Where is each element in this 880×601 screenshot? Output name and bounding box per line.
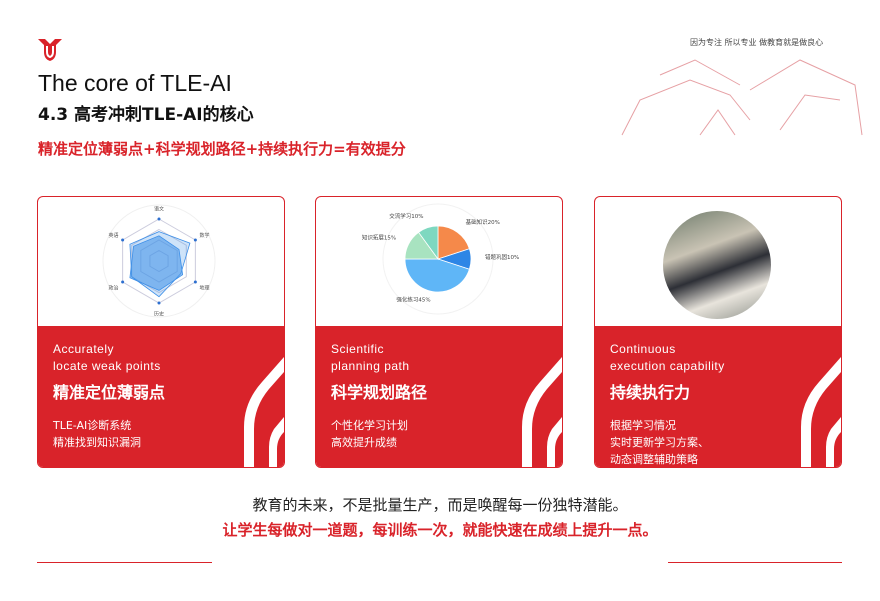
title-chinese: 4.3 高考冲刺TLE-AI的核心 [38,105,254,125]
footer-statement: 教育的未来，不是批量生产，而是唤醒每一份独特潜能。 [252,496,628,514]
pie-slice [404,258,470,293]
radar-series [129,235,184,291]
desc-line: TLE-AI诊断系统 [53,419,132,432]
radar-axis-point [157,301,161,305]
radar-grid [131,228,187,294]
desc-line: 个性化学习计划 [331,419,408,432]
card-chinese-title: 持续执行力 [610,383,691,402]
card-english-title: Continuous execution capability [610,341,725,375]
pie-chart: 基础知识20% 错题巩固10% 强化练习45% 知识拓展15% 交流学习10% [362,203,519,315]
en-line: execution capability [610,359,725,373]
radar-outer-ring [102,204,216,318]
radar-axis-point [121,238,125,242]
radar-axis-point [157,217,161,221]
desc-line: 实时更新学习方案、 [610,436,709,449]
radar-axis-point [121,280,125,284]
radar-axis-point [193,238,197,242]
en-line: planning path [331,359,410,373]
card-weak-points: 语文数学地理历史 政治 英语 Accurately locate weak point… [37,196,285,468]
card-red-panel [595,326,841,467]
card-red-panel [316,326,562,467]
pie-label: 基础知识20% [466,218,500,226]
desc-line: 根据学习情况 [610,419,676,432]
student-studying-photo [663,211,771,319]
pie-slice [437,225,470,260]
stripe-decoration [801,357,841,467]
desc-line: 动态调整辅助策略 [610,453,698,466]
card-execution: Continuous execution capability 持续执行力 根据学… [594,196,842,468]
title-english: The core of TLE-AI [38,70,232,96]
pie-label: 知识拓展15% [362,233,396,241]
slogan: 因为专注 所以专业 做教育就是做良心 [690,38,824,47]
logo-icon [38,39,62,61]
divider-left [37,562,212,563]
formula-subtitle: 精准定位薄弱点+科学规划路径+持续执行力=有效提分 [38,140,406,158]
card-english-title: Accurately locate weak points [53,341,161,375]
radar-axis-label: 语文 [154,206,164,213]
card-chinese-title: 精准定位薄弱点 [53,383,166,402]
stripe-decoration [522,357,562,467]
card-chinese-title: 科学规划路径 [331,383,428,402]
card-planning-path: 基础知识20% 错题巩固10% 强化练习45% 知识拓展15% 交流学习10% Scie… [315,196,563,468]
radar-axis-label: 数学 [199,232,209,239]
pie-label: 交流学习10% [389,212,423,220]
desc-line: 精准找到知识漏洞 [53,436,141,449]
divider-right [668,562,842,563]
card-description: 个性化学习计划 高效提升成绩 [331,417,408,451]
card-red-panel [38,326,284,467]
en-line: Continuous [610,342,676,356]
card-description: 根据学习情况实时更新学习方案、 动态调整辅助策略 [610,417,709,467]
stripe-decoration [244,357,284,467]
pie-slice [418,225,439,261]
desc-line: 高效提升成绩 [331,436,397,449]
pie-label: 错题巩固10% [485,253,519,261]
pie-outer-ring [382,203,494,315]
card-description: TLE-AI诊断系统 精准找到知识漏洞 [53,417,141,451]
radar-axis-label: 地理 [199,284,209,291]
radar-axis-point [193,280,197,284]
radar-axis-label: 政治 [109,284,119,291]
footer-highlight: 让学生每做对一道题，每训练一次，就能快速在成绩上提升一点。 [222,521,658,539]
en-line: locate weak points [53,359,161,373]
radar-axis-label: 历史 [154,311,164,318]
en-line: Accurately [53,342,115,356]
en-line: Scientific [331,342,385,356]
decorative-lines [621,59,863,136]
card-english-title: Scientific planning path [331,341,410,375]
pie-label: 强化练习45% [396,295,430,303]
radar-axis-label: 英语 [109,232,119,239]
